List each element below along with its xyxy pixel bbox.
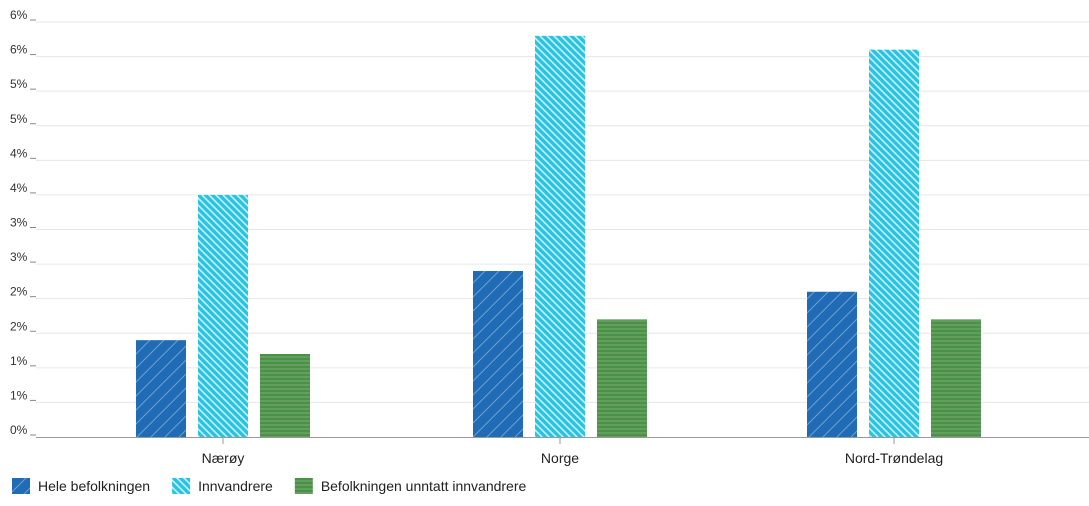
y-tick-label: 6% — [10, 43, 28, 57]
bar-innvandrere-0[interactable] — [198, 194, 248, 437]
y-tick-label: 5% — [10, 112, 28, 126]
bars — [136, 35, 981, 438]
x-tick-label: Nærøy — [202, 450, 245, 466]
y-tick-label: 2% — [10, 319, 28, 333]
legend-label[interactable]: Befolkningen unntatt innvandrere — [321, 478, 527, 494]
bar-befolkningen-unntatt-innvandrere-2[interactable] — [931, 319, 981, 437]
x-tick-label: Norge — [541, 450, 579, 466]
bar-hele-befolkningen-0[interactable] — [136, 340, 186, 437]
bar-hele-befolkningen-1[interactable] — [473, 271, 523, 437]
bar-befolkningen-unntatt-innvandrere-0[interactable] — [260, 354, 310, 437]
y-tick-label: 1% — [10, 388, 28, 402]
y-tick-label: 6% — [10, 8, 28, 22]
legend: Hele befolkningen Innvandrere Befolkningen… — [12, 478, 527, 494]
legend-swatch[interactable] — [294, 478, 313, 494]
legend-swatch[interactable] — [172, 478, 191, 494]
x-tick-label: Nord-Trøndelag — [845, 450, 943, 466]
bar-befolkningen-unntatt-innvandrere-1[interactable] — [597, 319, 647, 437]
y-tick-label: 4% — [10, 146, 28, 160]
legend-label[interactable]: Hele befolkningen — [38, 478, 150, 494]
x-axis: Nærøy Norge Nord-Trøndelag — [36, 437, 1089, 466]
y-tick-label: 5% — [10, 77, 28, 91]
y-tick-label: 1% — [10, 354, 28, 368]
y-tick-label: 3% — [10, 250, 28, 264]
bar-innvandrere-2[interactable] — [869, 49, 919, 438]
y-tick-label: 3% — [10, 216, 28, 230]
legend-label[interactable]: Innvandrere — [198, 478, 273, 494]
bar-innvandrere-1[interactable] — [535, 35, 585, 437]
y-axis-ticks: 0% 1% 1% 2% 2% 3% 3% 4% 4% 5% 5% 6% 6% — [10, 8, 36, 437]
y-tick-label: 0% — [10, 423, 28, 437]
y-tick-label: 4% — [10, 181, 28, 195]
bar-hele-befolkningen-2[interactable] — [807, 291, 857, 437]
legend-swatch[interactable] — [12, 478, 30, 494]
y-tick-label: 2% — [10, 285, 28, 299]
